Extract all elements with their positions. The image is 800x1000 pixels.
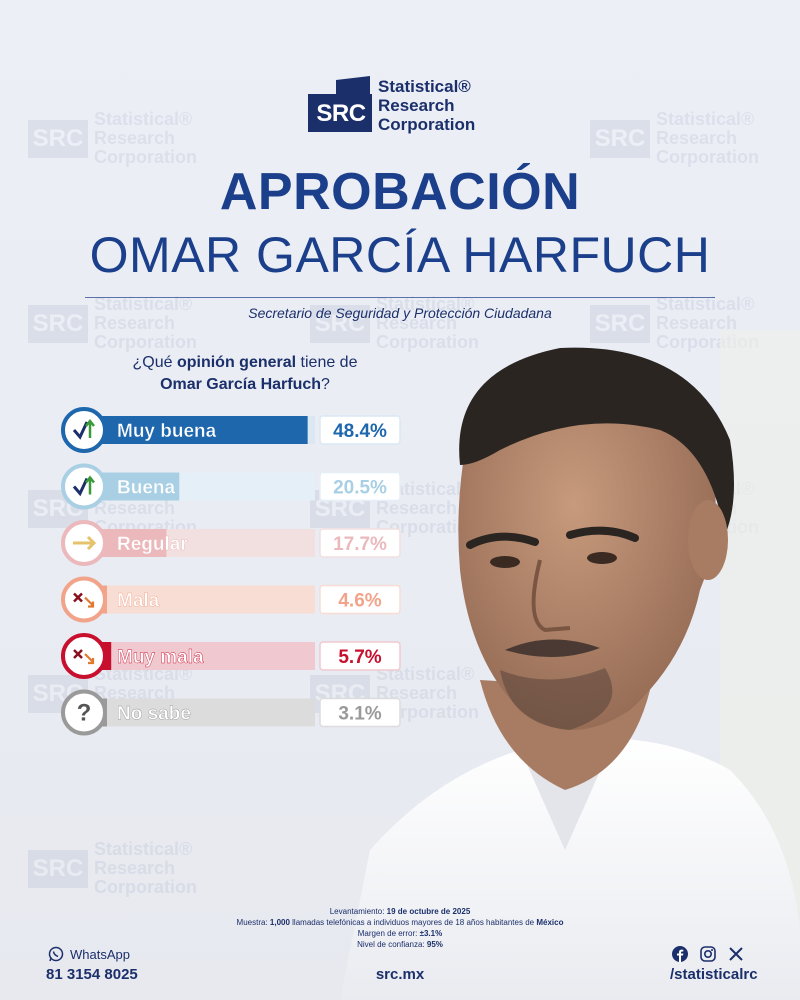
- value-box: [319, 584, 401, 615]
- social-handle[interactable]: /statisticalrc: [670, 966, 758, 983]
- brand-logo: SRC Statistical® Research Corporation: [308, 76, 475, 134]
- data-label: 20.5%: [333, 478, 387, 499]
- watermark-mark: SRC: [28, 119, 88, 158]
- methodology-notes: Levantamiento: 19 de octubre de 2025 Mue…: [236, 907, 564, 949]
- facebook-icon[interactable]: [672, 946, 688, 962]
- x-icon[interactable]: [728, 946, 744, 962]
- category-label: Muy buena: [117, 421, 217, 442]
- check-up-arrow-icon: [61, 407, 107, 453]
- whatsapp-label: WhatsApp: [70, 946, 130, 962]
- bar-row: 4.6% Mala: [61, 576, 401, 623]
- category-label: No sabe: [117, 704, 191, 725]
- logo-shape-icon: [308, 76, 372, 132]
- data-label: 5.7%: [338, 647, 381, 668]
- whatsapp-contact[interactable]: WhatsApp: [48, 946, 130, 962]
- check-up-arrow-icon: [61, 463, 107, 510]
- phone-number[interactable]: 81 3154 8025: [46, 966, 138, 983]
- page-title: APROBACIÓN: [219, 163, 581, 221]
- bar-row: 3.1% No sabe?: [61, 689, 401, 736]
- data-label: 4.6%: [338, 591, 381, 612]
- category-label: Regular: [117, 534, 188, 555]
- x-down-arrow-icon: [61, 633, 107, 679]
- person-role: Secretario de Seguridad y Protección Ciu…: [248, 305, 552, 321]
- person-name: OMAR GARCÍA HARFUCH: [89, 227, 711, 283]
- logo-initials: SRC: [316, 100, 366, 127]
- data-label: 3.1%: [338, 704, 381, 725]
- value-box: [319, 415, 401, 445]
- logo-mark: SRC: [308, 76, 372, 134]
- approval-bar-chart: 48.4% Muy buena 20.5% Buena 17.7% Regular 4.6%…: [61, 407, 401, 736]
- category-label: Buena: [117, 478, 176, 499]
- data-label: 17.7%: [333, 534, 387, 555]
- bar-track: [85, 698, 315, 727]
- data-label: 48.4%: [333, 421, 387, 442]
- bar-row: 48.4% Muy buena: [61, 407, 401, 453]
- logo-name: Statistical® Research Corporation: [378, 76, 476, 134]
- instagram-icon[interactable]: [700, 946, 716, 962]
- divider: [85, 297, 715, 298]
- question-mark-icon: ?: [61, 689, 107, 736]
- category-label: Muy mala: [117, 647, 204, 668]
- bar-track: [85, 642, 315, 670]
- watermark-text: Statistical® Research Corporation: [94, 109, 197, 167]
- value-box: [319, 471, 401, 502]
- social-icons: [672, 946, 744, 962]
- website-link[interactable]: src.mx: [375, 966, 425, 983]
- bar-row: 17.7% Regular: [61, 520, 401, 566]
- value-box: [319, 641, 401, 671]
- bar: [85, 416, 308, 444]
- category-label: Mala: [117, 591, 160, 612]
- value-box: [319, 528, 401, 558]
- bar-row: 5.7% Muy mala: [61, 633, 401, 679]
- portrait-photo: [340, 330, 800, 1000]
- value-box: [319, 697, 401, 728]
- survey-question: ¿Qué opinión general tiene de Omar Garcí…: [132, 354, 358, 393]
- right-arrow-icon: [61, 520, 107, 566]
- x-down-arrow-icon: [61, 576, 107, 623]
- whatsapp-icon: [48, 946, 64, 962]
- bar-row: 20.5% Buena: [61, 463, 401, 510]
- bar-track: [85, 585, 315, 614]
- svg-text:?: ?: [77, 700, 92, 727]
